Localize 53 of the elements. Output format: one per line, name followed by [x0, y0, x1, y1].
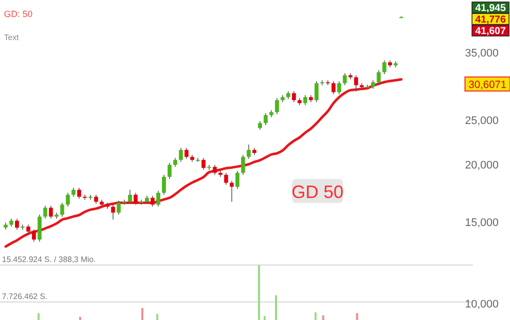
- line-series: [4, 78, 403, 248]
- candlestick: [382, 60, 386, 75]
- candlestick: [122, 199, 126, 206]
- candlestick: [111, 204, 116, 220]
- candlestick: [88, 194, 92, 200]
- ref-line-label: 15.452.924 S. / 388,3 Mio.: [2, 255, 96, 264]
- candlestick: [94, 194, 98, 204]
- candlestick: [134, 192, 138, 206]
- candlestick: [184, 147, 189, 160]
- text: 41,776: [475, 14, 506, 26]
- y-tick-label: 25,000: [465, 114, 499, 127]
- candlestick: [32, 229, 36, 242]
- candlestick: [38, 214, 42, 242]
- candlestick: [178, 147, 183, 162]
- candlestick: [376, 70, 381, 85]
- candlestick: [116, 200, 121, 216]
- y-tick-label: 15,000: [465, 217, 499, 230]
- y-tick-label: 35,000: [465, 48, 499, 60]
- candlestick: [332, 80, 336, 95]
- candlestick: [275, 98, 279, 115]
- candlestick: [162, 174, 166, 196]
- annotation: GD: 50: [4, 9, 33, 19]
- y-tick-label: 10,000: [465, 298, 499, 310]
- text: 41,945: [475, 3, 506, 14]
- candlestick: [235, 170, 240, 190]
- text: 30,6071: [468, 79, 507, 91]
- candlestick: [128, 189, 132, 204]
- y-tick-label: 20,000: [465, 160, 499, 172]
- candlestick: [66, 192, 70, 208]
- text: 41,607: [475, 26, 506, 37]
- candlestick: [202, 158, 206, 170]
- candlestick: [354, 74, 358, 92]
- candlestick: [365, 84, 370, 90]
- candlestick: [314, 80, 319, 103]
- candlestick: [15, 218, 19, 230]
- candlestick: [212, 164, 217, 176]
- candlestick: [342, 72, 347, 86]
- candlestick: [264, 112, 268, 126]
- candlestick: [60, 202, 64, 218]
- candlestick: [20, 224, 25, 230]
- candlestick: [241, 154, 246, 176]
- candlestick: [337, 80, 342, 95]
- ref-line-label: 7.726.462 S.: [2, 292, 48, 301]
- annotation: GD 50: [291, 182, 344, 202]
- candlestick: [48, 205, 53, 219]
- candlestick: [150, 195, 155, 208]
- candlestick: [156, 190, 160, 208]
- annotation: Text: [4, 33, 20, 42]
- candlestick: [292, 90, 296, 103]
- candlestick: [77, 187, 82, 200]
- candlestick: [168, 162, 172, 180]
- candlestick: [224, 172, 228, 186]
- candlestick: [246, 144, 251, 160]
